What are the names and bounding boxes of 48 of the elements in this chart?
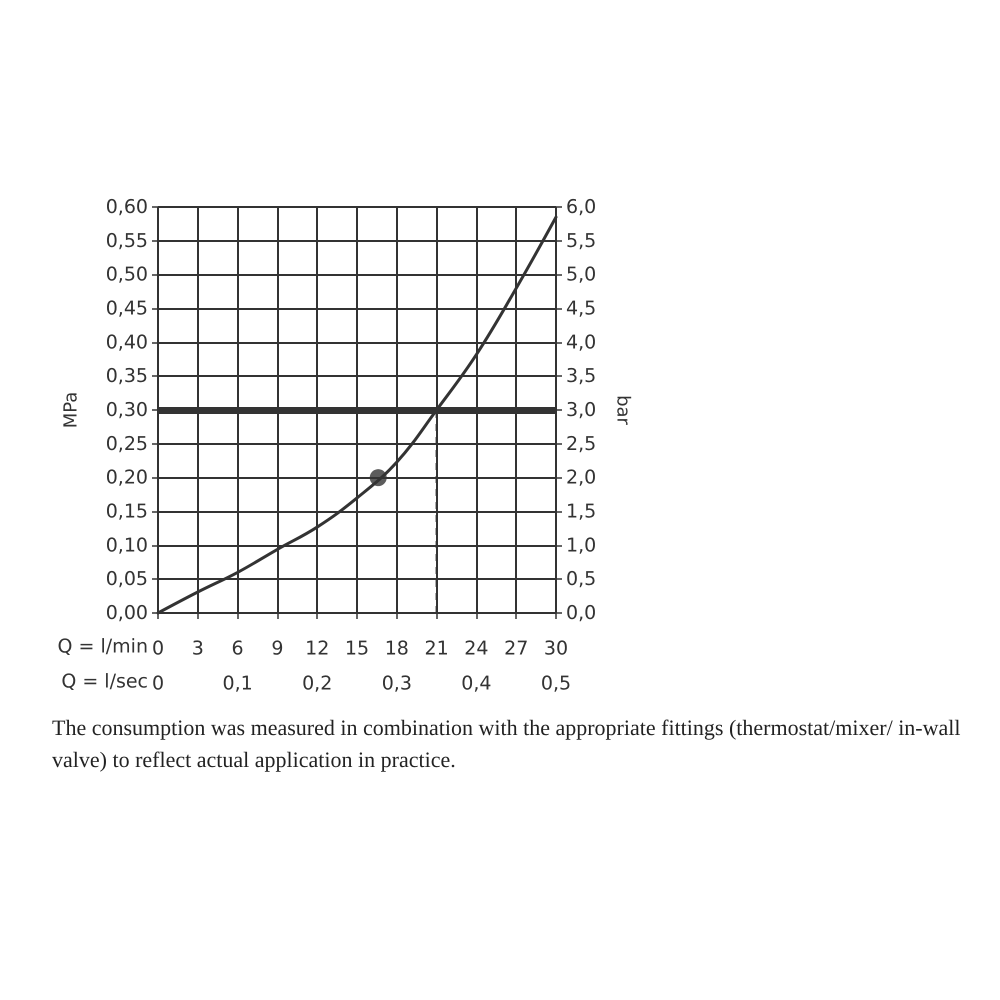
y2-tick-label: 2,5 xyxy=(566,432,596,455)
y2-tick-label: 3,5 xyxy=(566,365,596,388)
y-tick-label: 0,10 xyxy=(106,534,148,556)
x-tick-label: 24 xyxy=(464,638,488,660)
y-tick-label: 0,55 xyxy=(106,230,148,252)
y2-tick-label: 0,5 xyxy=(566,568,596,590)
y2-tick-label: 3,0 xyxy=(566,399,596,421)
x2-axis-title: Q = l/sec xyxy=(61,670,148,692)
x-tick-label: 27 xyxy=(504,638,528,660)
y-tick-label: 0,25 xyxy=(106,432,148,455)
x-tick-label: 6 xyxy=(232,638,244,660)
y2-tick-label: 6,0 xyxy=(566,196,596,218)
y-tick-label: 0,50 xyxy=(106,264,148,286)
x-tick-label: 30 xyxy=(544,638,568,660)
y2-tick-label: 5,0 xyxy=(566,264,596,286)
y-tick-label: 0,20 xyxy=(106,466,148,489)
y-tick-label: 0,00 xyxy=(106,602,148,624)
x2-tick-label: 0,5 xyxy=(540,672,572,694)
x-tick-label: 9 xyxy=(271,638,284,660)
x2-tick-label: 0,4 xyxy=(461,672,492,694)
y-tick-label: 0,05 xyxy=(106,568,148,590)
x2-tick-label: 0,2 xyxy=(302,672,332,694)
x-tick-label: 21 xyxy=(424,638,449,660)
x2-tick-label: 0 xyxy=(152,672,164,694)
x-tick-label: 15 xyxy=(344,638,370,660)
x-tick-label: 12 xyxy=(305,638,330,660)
y-tick-label: 0,15 xyxy=(106,500,148,522)
y2-tick-label: 0,0 xyxy=(566,602,596,624)
y-tick-label: 0,45 xyxy=(106,298,148,320)
x2-tick-label: 0,1 xyxy=(222,672,253,694)
y-tick-label: 0,30 xyxy=(106,399,148,421)
x-axis-title: Q = l/min xyxy=(58,636,148,658)
x2-tick-label: 0,3 xyxy=(382,672,412,694)
y-axis-title: MPa xyxy=(60,392,82,428)
y-tick-label: 0,60 xyxy=(106,196,148,218)
y2-tick-label: 5,5 xyxy=(566,230,596,252)
text: The consumption was measured in combination with the appropriate fittings (thermostat/mixer/ in-wall valve) to reflect actual application in practice. xyxy=(52,714,962,774)
y2-tick-label: 1,0 xyxy=(566,534,596,556)
y2-tick-label: 4,0 xyxy=(566,331,596,354)
x-tick-label: 18 xyxy=(384,638,409,660)
y-tick-label: 0,40 xyxy=(106,331,148,354)
y2-axis-title: bar xyxy=(612,395,634,426)
y2-tick-label: 1,5 xyxy=(566,500,596,522)
x-tick-label: 3 xyxy=(192,638,204,660)
y-tick-label: 0,35 xyxy=(106,365,148,388)
x-tick-label: 0 xyxy=(152,638,164,660)
y2-tick-label: 2,0 xyxy=(566,466,596,489)
y2-tick-label: 4,5 xyxy=(566,298,596,320)
